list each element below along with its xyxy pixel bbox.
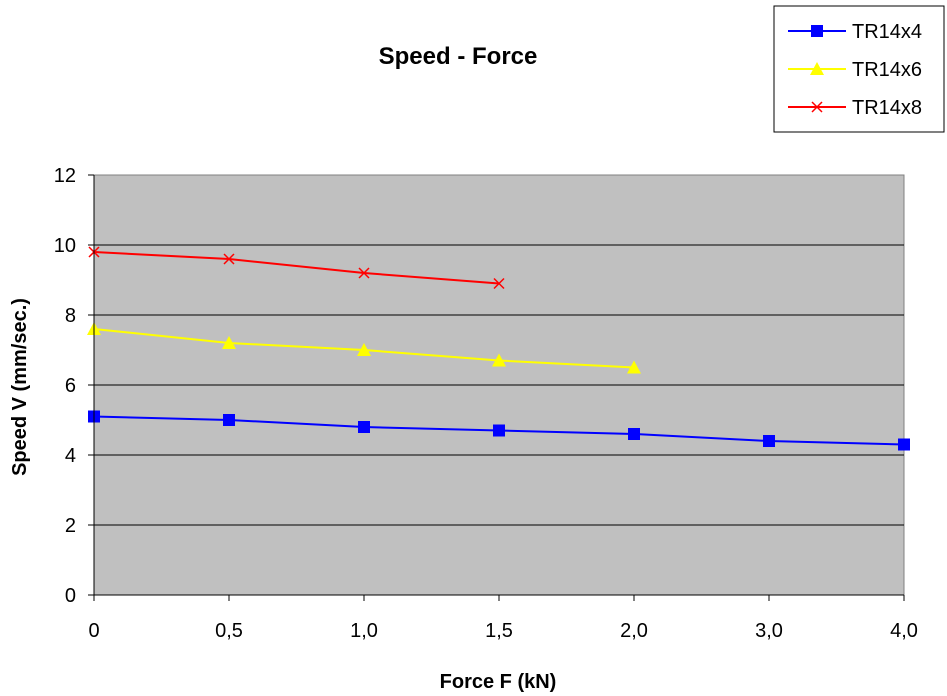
y-tick-label: 0 — [65, 585, 76, 607]
data-point — [898, 438, 910, 451]
legend-item: TR14x8 — [788, 97, 922, 119]
legend-label: TR14x4 — [852, 21, 922, 43]
data-point — [493, 277, 505, 290]
x-tick-label: 1,5 — [485, 620, 513, 642]
data-point — [222, 336, 236, 349]
data-point — [357, 343, 371, 356]
x-tick-label: 4,0 — [890, 620, 918, 642]
legend-marker — [810, 62, 824, 75]
y-tick-label: 6 — [65, 375, 76, 397]
y-tick-label: 2 — [65, 515, 76, 537]
axis-layer: 0 2 4 6 8 10 12 0 0,5 1,0 1,5 2,0 3,0 4,0 — [54, 165, 918, 642]
plot-layer — [93, 174, 905, 596]
y-tick-label: 12 — [54, 165, 76, 187]
legend-marker — [811, 101, 823, 113]
data-point — [763, 435, 775, 447]
x-tick-label: 1,0 — [350, 620, 378, 642]
x-axis-label: Force F (kN) — [440, 671, 557, 693]
legend-label: TR14x6 — [852, 59, 922, 81]
y-tick-label: 4 — [65, 445, 76, 467]
data-point — [223, 253, 235, 265]
x-tick-label: 0,5 — [215, 620, 243, 642]
data-point — [358, 421, 370, 433]
legend: TR14x4 TR14x6 TR14x8 — [773, 5, 945, 133]
legend-marker — [811, 25, 823, 37]
data-point — [492, 353, 506, 367]
x-tick-label: 3,0 — [755, 620, 783, 642]
data-point — [358, 267, 370, 279]
data-point — [223, 414, 235, 426]
data-point — [493, 424, 505, 437]
chart-title: Speed - Force — [379, 43, 538, 70]
y-tick-label: 10 — [54, 235, 76, 257]
data-point — [627, 360, 641, 374]
legend-label: TR14x8 — [852, 97, 922, 119]
y-axis-label: Speed V (mm/sec.) — [9, 298, 31, 476]
y-tick-label: 8 — [65, 305, 76, 327]
legend-item: TR14x4 — [788, 21, 922, 43]
series-tr14x4 — [88, 410, 910, 451]
x-tick-label: 2,0 — [620, 620, 648, 642]
x-tick-label: 0 — [88, 620, 99, 642]
data-point — [628, 428, 640, 440]
series-line — [93, 251, 500, 285]
series-layer — [87, 246, 910, 451]
legend-item: TR14x6 — [788, 59, 922, 81]
